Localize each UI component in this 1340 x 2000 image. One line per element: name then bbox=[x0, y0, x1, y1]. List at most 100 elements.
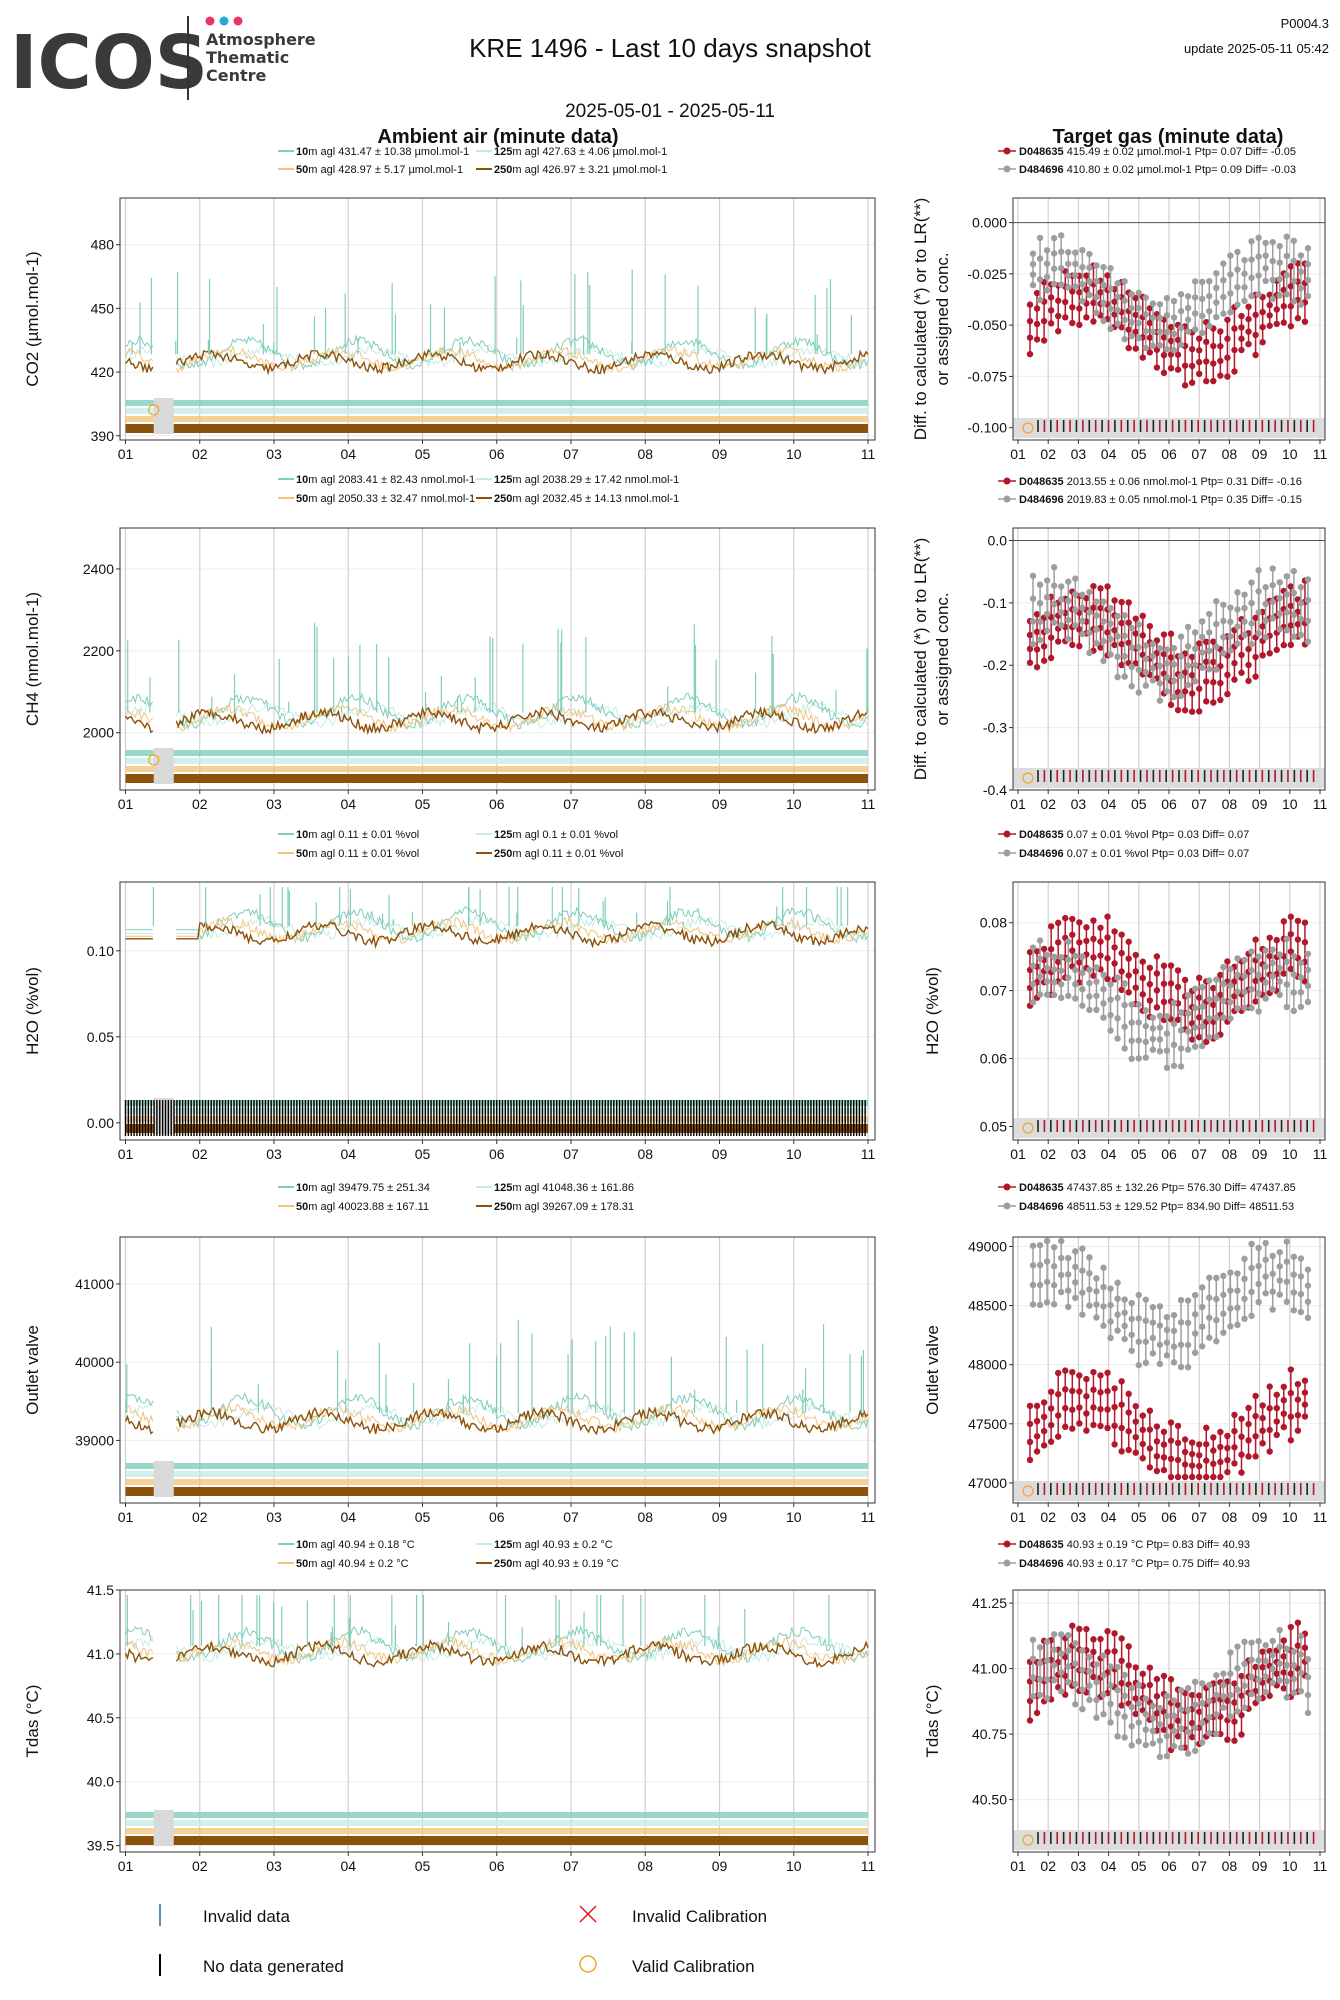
data-point bbox=[1304, 244, 1312, 252]
data-point bbox=[1036, 1242, 1044, 1249]
qc-strip bbox=[125, 1487, 868, 1496]
data-point bbox=[1065, 1271, 1072, 1278]
data-point bbox=[1184, 1750, 1192, 1757]
data-point bbox=[1149, 652, 1157, 660]
data-point bbox=[1213, 1033, 1220, 1041]
data-point bbox=[1156, 1048, 1164, 1055]
data-point bbox=[1283, 233, 1291, 240]
data-point bbox=[1153, 1675, 1161, 1683]
x-tick-label: 08 bbox=[637, 1858, 653, 1874]
data-point bbox=[1241, 631, 1248, 639]
data-point bbox=[1269, 986, 1276, 993]
data-point bbox=[1245, 315, 1252, 323]
data-point bbox=[1238, 651, 1245, 659]
data-point bbox=[1269, 1306, 1276, 1313]
data-point bbox=[1248, 1004, 1255, 1012]
data-point bbox=[1135, 1338, 1142, 1345]
data-point bbox=[1149, 1035, 1157, 1043]
data-point bbox=[1294, 1642, 1302, 1649]
data-point bbox=[1181, 1461, 1189, 1468]
data-point bbox=[1199, 278, 1206, 286]
x-tick-label: 08 bbox=[637, 446, 653, 462]
y-tick-label: 41.00 bbox=[972, 1661, 1007, 1677]
y-tick-label: 2000 bbox=[83, 725, 114, 741]
data-point bbox=[1026, 948, 1034, 956]
data-point bbox=[1174, 366, 1182, 373]
data-point bbox=[1304, 998, 1312, 1006]
y-axis-label: CH4 (nmol.mol-1) bbox=[23, 592, 42, 726]
data-point bbox=[1146, 349, 1154, 356]
data-point bbox=[1224, 373, 1231, 380]
data-point bbox=[1177, 672, 1185, 680]
data-point bbox=[1125, 1662, 1132, 1669]
valid-cal-marker bbox=[1022, 422, 1034, 434]
data-point bbox=[1234, 1304, 1241, 1311]
data-point bbox=[1238, 312, 1245, 320]
data-point bbox=[1241, 988, 1248, 996]
data-point bbox=[1121, 1335, 1128, 1343]
data-point bbox=[1297, 1632, 1305, 1640]
valid-cal-swatch bbox=[579, 1955, 597, 1973]
data-point bbox=[1050, 1301, 1058, 1308]
gap-band bbox=[153, 748, 174, 784]
data-point bbox=[1093, 293, 1100, 301]
data-point bbox=[1114, 1015, 1121, 1022]
x-tick-label: 10 bbox=[786, 1858, 802, 1874]
data-point bbox=[1079, 1311, 1086, 1318]
data-point bbox=[1065, 992, 1072, 1000]
data-point bbox=[1132, 1402, 1139, 1410]
data-point bbox=[1135, 1719, 1142, 1726]
data-point bbox=[1241, 1275, 1248, 1283]
y-tick-label: 40000 bbox=[75, 1354, 114, 1370]
data-point bbox=[1065, 578, 1072, 585]
data-point bbox=[1058, 1271, 1065, 1279]
data-point bbox=[1029, 1693, 1037, 1700]
data-point bbox=[1036, 955, 1044, 962]
data-point bbox=[1135, 319, 1142, 327]
data-point bbox=[1069, 931, 1076, 938]
x-tick-label: 09 bbox=[712, 446, 728, 462]
data-point bbox=[1273, 1391, 1280, 1398]
data-point bbox=[1076, 959, 1083, 966]
data-point bbox=[1132, 1433, 1139, 1441]
data-point bbox=[1280, 319, 1288, 326]
data-point bbox=[1043, 287, 1051, 294]
data-point bbox=[1188, 1450, 1196, 1458]
data-point bbox=[1224, 1432, 1231, 1440]
x-tick-label: 11 bbox=[1313, 1858, 1328, 1874]
data-point bbox=[1188, 1473, 1196, 1481]
data-point bbox=[1227, 290, 1234, 297]
update-time: update 2025-05-11 05:42 bbox=[1184, 41, 1329, 56]
data-point bbox=[1093, 992, 1100, 999]
data-point bbox=[1213, 620, 1220, 628]
data-point bbox=[1086, 1653, 1093, 1661]
data-point bbox=[1058, 609, 1065, 616]
data-point bbox=[1111, 1648, 1118, 1655]
data-point bbox=[1156, 1753, 1164, 1761]
data-point bbox=[1231, 1699, 1238, 1706]
data-point bbox=[1156, 342, 1164, 349]
x-tick-label: 10 bbox=[786, 1146, 802, 1162]
data-point bbox=[1033, 1417, 1041, 1425]
x-tick-label: 07 bbox=[563, 1509, 579, 1525]
data-point bbox=[1047, 634, 1055, 641]
data-point bbox=[1283, 573, 1291, 580]
data-point bbox=[1065, 1647, 1072, 1655]
y-tick-label: 47000 bbox=[968, 1475, 1007, 1491]
data-point bbox=[1114, 307, 1121, 314]
data-point bbox=[1294, 1380, 1302, 1388]
data-point bbox=[1231, 1411, 1238, 1419]
data-point bbox=[1055, 328, 1062, 335]
spikes bbox=[126, 1595, 830, 1647]
data-point bbox=[1241, 1638, 1248, 1646]
data-point bbox=[1093, 1288, 1100, 1295]
data-point bbox=[1090, 1648, 1097, 1656]
data-point bbox=[1177, 324, 1185, 332]
data-point bbox=[1238, 1672, 1245, 1680]
y-tick-label: 0.05 bbox=[980, 1118, 1007, 1134]
data-point bbox=[1118, 598, 1125, 606]
data-point bbox=[1290, 971, 1298, 978]
data-point bbox=[1290, 611, 1298, 619]
data-point bbox=[1043, 593, 1051, 601]
